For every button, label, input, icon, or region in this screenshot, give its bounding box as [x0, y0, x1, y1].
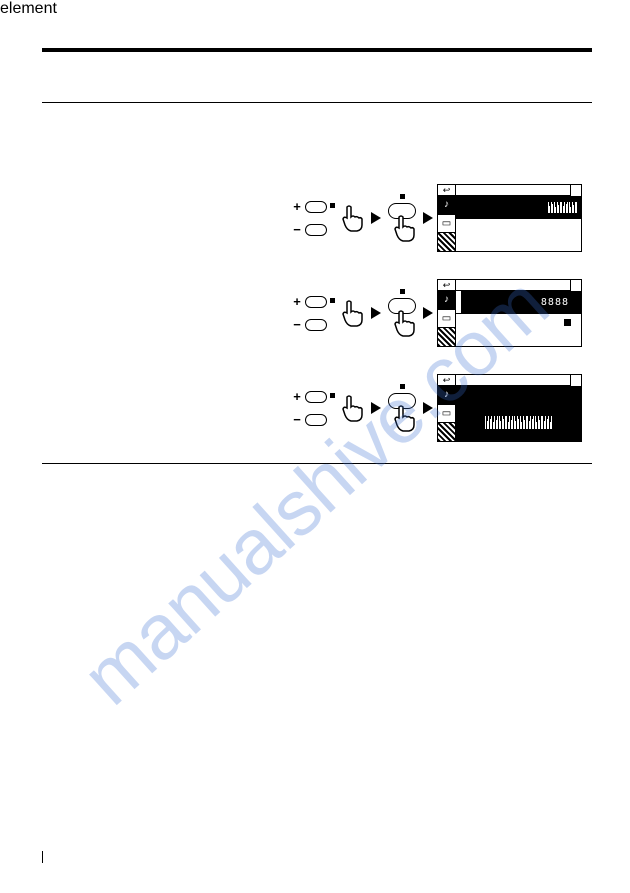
hatch-icon — [438, 423, 455, 441]
close-cell — [570, 185, 581, 196]
barcode-graphic-long — [485, 416, 552, 429]
plus-minus-buttons: + − — [292, 294, 335, 332]
arrow-icon — [371, 212, 381, 224]
button-sequence: + − — [292, 184, 582, 252]
footer-rule — [42, 851, 43, 863]
hand-press-icon — [339, 393, 367, 423]
minus-pill — [305, 224, 327, 236]
arrow-icon — [423, 212, 433, 224]
hatch-icon — [438, 233, 455, 251]
close-cell — [570, 375, 581, 386]
plus-button-group: + — [292, 389, 335, 404]
hand-press-icon — [391, 213, 419, 243]
window-titlebar: ↩ — [438, 375, 581, 386]
arrow-icon — [371, 402, 381, 414]
indicator-dot — [330, 393, 335, 398]
button-sequence: + − — [292, 279, 582, 347]
window-content — [456, 196, 581, 251]
button-sequence: + − — [292, 374, 582, 442]
plus-pill — [305, 201, 327, 213]
box-icon: ▭ — [438, 310, 455, 329]
content-row-2 — [456, 402, 581, 441]
plus-minus-buttons: + − — [292, 199, 335, 237]
action-button-group — [385, 194, 419, 243]
icon-column: ♪ ▭ — [438, 291, 456, 346]
hand-press-icon — [339, 203, 367, 233]
instruction-row: + − — [42, 183, 592, 253]
page-content: + − — [42, 48, 592, 464]
header-rule — [42, 48, 592, 52]
page-footer — [42, 851, 43, 863]
close-cell — [570, 280, 581, 291]
minus-pill — [305, 319, 327, 331]
content-row-2 — [456, 313, 581, 346]
plus-minus-buttons: + − — [292, 389, 335, 427]
back-icon: ↩ — [443, 186, 451, 195]
minus-sign: − — [292, 412, 302, 427]
screen-window: ↩ ♪ ▭ 8888 — [437, 279, 582, 347]
note-icon: ♪ — [438, 386, 455, 405]
content-row-1 — [456, 386, 581, 402]
plus-pill — [305, 391, 327, 403]
minus-button-group: − — [292, 222, 335, 237]
note-icon: ♪ — [438, 291, 455, 310]
instruction-row: + − — [42, 278, 592, 348]
icon-column: ♪ ▭ — [438, 196, 456, 251]
window-titlebar: ↩ — [438, 280, 581, 291]
action-button-group — [385, 289, 419, 338]
indicator-dot — [330, 298, 335, 303]
plus-sign: + — [292, 294, 302, 309]
window-content — [456, 386, 581, 441]
plus-button-group: + — [292, 199, 335, 214]
hand-press-icon — [391, 403, 419, 433]
divider-top — [42, 102, 592, 103]
window-body: ♪ ▭ — [438, 386, 581, 441]
indicator-dot — [400, 384, 405, 389]
minus-sign: − — [292, 222, 302, 237]
content-row-1 — [456, 196, 581, 218]
back-cell: ↩ — [438, 280, 456, 290]
box-icon: ▭ — [438, 215, 455, 234]
back-cell: ↩ — [438, 375, 456, 385]
window-body: ♪ ▭ 8888 — [438, 291, 581, 346]
window-body: ♪ ▭ — [438, 196, 581, 251]
minus-pill — [305, 414, 327, 426]
hand-press-icon — [391, 308, 419, 338]
arrow-icon — [371, 307, 381, 319]
screen-window: ↩ ♪ ▭ — [437, 374, 582, 442]
back-icon: ↩ — [443, 281, 451, 290]
plus-button-group: + — [292, 294, 335, 309]
back-cell: ↩ — [438, 185, 456, 195]
barcode-graphic — [548, 202, 578, 213]
minus-button-group: − — [292, 412, 335, 427]
indicator-dot — [400, 289, 405, 294]
indicator-dot — [400, 194, 405, 199]
hand-press-icon — [339, 298, 367, 328]
hatch-icon — [438, 328, 455, 346]
plus-sign: + — [292, 199, 302, 214]
window-titlebar: ↩ — [438, 185, 581, 196]
note-icon: ♪ — [438, 196, 455, 215]
screen-window: ↩ ♪ ▭ — [437, 184, 582, 252]
marker-dot — [564, 319, 571, 326]
arrow-icon — [423, 402, 433, 414]
content-row-1: 8888 — [461, 291, 581, 313]
content-row-2 — [456, 218, 581, 251]
instruction-row: + − — [42, 373, 592, 443]
action-button-group — [385, 384, 419, 433]
icon-column: ♪ ▭ — [438, 386, 456, 441]
window-content: 8888 — [456, 291, 581, 346]
back-icon: ↩ — [443, 376, 451, 385]
digit-display: 8888 — [541, 297, 569, 308]
arrow-icon — [423, 307, 433, 319]
divider-bottom — [42, 463, 592, 464]
plus-pill — [305, 296, 327, 308]
minus-button-group: − — [292, 317, 335, 332]
indicator-dot — [330, 203, 335, 208]
plus-sign: + — [292, 389, 302, 404]
box-icon: ▭ — [438, 405, 455, 424]
minus-sign: − — [292, 317, 302, 332]
instruction-rows: + − — [42, 183, 592, 443]
